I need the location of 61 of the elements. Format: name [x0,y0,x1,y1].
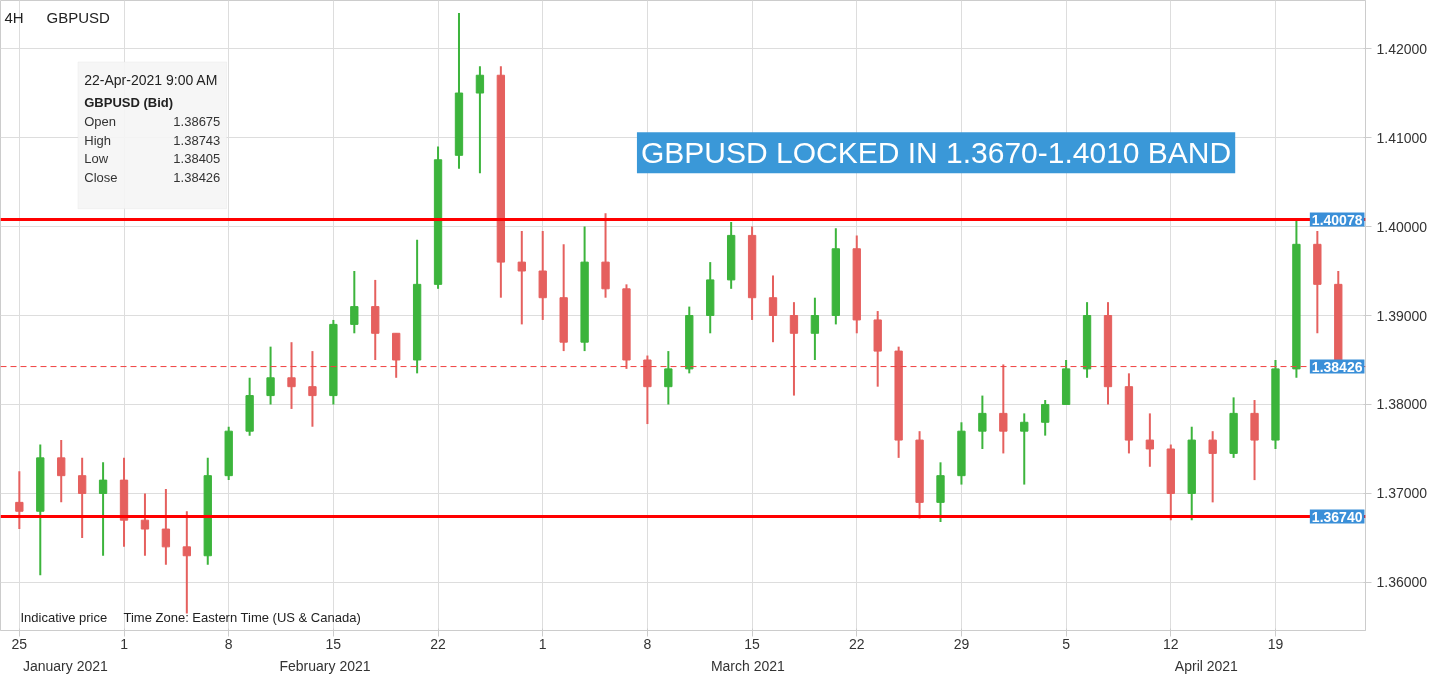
y-tick-label: 1.39000 [1376,307,1428,324]
text: Close 1.38426 [84,170,221,186]
annotation: GBPUSD LOCKED IN 1.3670-1.4010 BAND [640,136,1232,170]
candlestick [1208,430,1217,504]
x-tick-label: 29 [953,635,970,652]
candlestick [15,470,24,531]
text: April 2021 [1174,657,1239,674]
candlestick [978,394,987,450]
candlestick [266,345,275,406]
x-tick-label: 1 [538,635,547,652]
x-tick-label: 15 [744,635,761,652]
annotation: Time Zone: Eastern Time (US & Canada) [123,609,361,625]
candlestick [98,461,108,557]
x-tick-label: 15 [325,635,342,652]
text: GBPUSD [46,8,111,26]
candlestick [517,229,526,326]
x-tick-label: 1 [120,635,129,652]
y-tick-label: 1.36000 [1376,574,1428,591]
candlestick [140,492,150,557]
candlestick [182,510,191,615]
y-tick-label: 1.37000 [1376,485,1428,502]
ref-line-label: 1.38426 [1311,358,1363,375]
x-tick-label: 8 [224,635,233,652]
candlestick [789,301,799,397]
x-tick-label: 22 [430,635,447,652]
candlestick [308,350,317,428]
text: March 2021 [710,657,786,674]
candlestick [77,456,87,539]
y-tick-label: 1.42000 [1376,40,1428,57]
annotation: 22-Apr-2021 9:00 AM [84,71,218,88]
annotation: Indicative price [20,609,108,625]
text: High 1.38743 [84,132,221,148]
text: Open 1.38675 [84,114,221,130]
candlestick [350,270,359,335]
candlestick [1041,399,1050,437]
text: Low 1.38405 [84,151,221,167]
candlestick [475,65,485,175]
text: 4H [4,8,24,26]
x-tick-label: 22 [848,635,865,652]
x-tick-label: 5 [1062,635,1071,652]
text: January 2021 [22,657,109,674]
candlestick [664,350,673,406]
x-tick-label: 8 [643,635,652,652]
candlestick [1020,412,1029,486]
y-tick-label: 1.41000 [1376,129,1428,146]
ref-line-label: 1.40078 [1311,211,1363,228]
candlestick [810,296,820,361]
candlestick [768,274,778,344]
x-tick-label: 12 [1163,635,1179,652]
y-tick-label: 1.38000 [1376,396,1428,413]
candlestick [1145,412,1155,468]
candlestick [287,341,296,410]
candlestick [999,363,1008,455]
y-tick-label: 1.40000 [1376,218,1428,235]
candlestick [161,488,171,566]
candlestick [57,439,66,504]
text: February 2021 [279,657,371,674]
x-tick-label: 25 [11,635,28,652]
x-tick-label: 19 [1267,635,1284,652]
annotation: GBPUSD (Bid) [84,95,174,111]
ref-line-label: 1.36740 [1311,508,1363,525]
